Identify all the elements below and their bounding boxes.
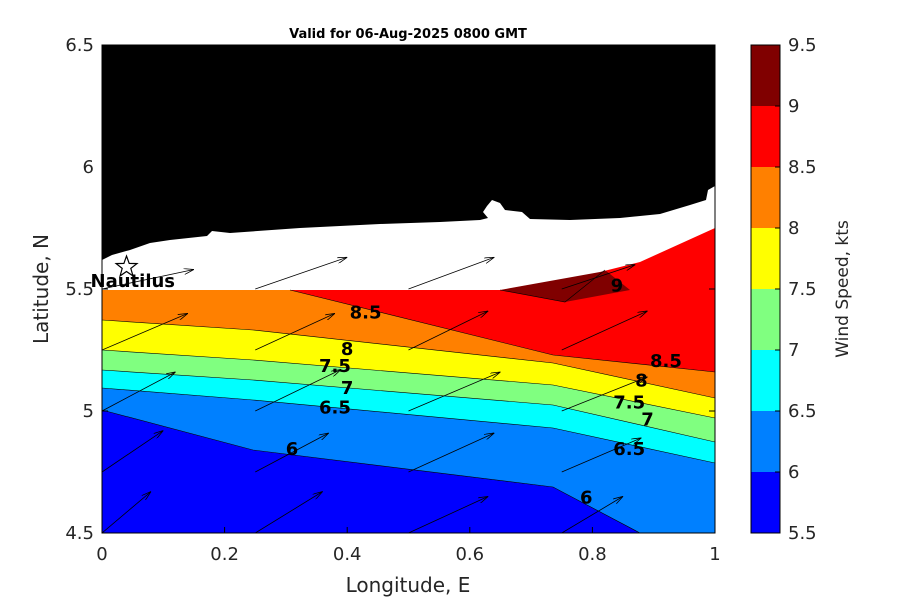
contour-line-8 [102,319,715,399]
contour-line-6-5 [102,387,715,464]
colorbar-segment [751,472,780,533]
band-7-5-to-8 [102,320,715,418]
station-marker: Nautilus [91,254,175,292]
wind-vector [561,311,648,351]
contour-label: 8.5 [350,302,382,323]
wind-vector [102,372,176,412]
contour-label: 7.5 [613,393,645,414]
y-tick-label: 6.5 [65,35,94,56]
y-tick-label: 5.5 [65,279,94,300]
wind-vector [255,492,322,533]
wind-vector [255,370,341,412]
y-tick-label: 4.5 [65,523,94,544]
colorbar-segment [751,106,780,167]
contour-label: 6.5 [613,439,645,460]
contour-label: 8 [341,339,354,360]
contour-label: 8 [635,371,648,392]
contour-line-7-5 [102,349,715,419]
band-7-to-7-5 [102,350,715,442]
y-axis: 4.5 5 5.5 6 6.5 [65,35,715,544]
map-title: Valid for 06-Aug-2025 0800 GMT [289,27,527,42]
wind-vector [255,257,347,290]
contour-label: 6.5 [319,397,351,418]
colorbar-segment [751,289,780,350]
station-label: Nautilus [91,271,175,292]
band-8-to-8-5 [102,290,715,398]
wind-vector [561,496,623,533]
contour-bands [102,228,715,533]
colorbar-segment [751,45,780,106]
wind-vector [408,311,489,351]
wind-vector [408,372,501,412]
colorbar: 5.5 6 6.5 7 7.5 8 8.5 9 9.5 [750,35,817,544]
colorbar-tick-label: 8.5 [788,157,817,178]
contour-label: 6 [286,439,299,460]
band-5-5-to-6 [102,410,640,533]
y-tick-label: 6 [83,157,94,178]
colorbar-tick-label: 7 [788,340,799,361]
x-axis: 0 0.2 0.4 0.6 0.8 1 [96,45,721,565]
x-tick-label: 0 [96,544,107,565]
contour-label: 7.5 [319,356,351,377]
contour-line-9 [499,269,606,303]
wind-vector [102,431,163,473]
wind-vector [561,377,648,412]
land-mass [102,45,715,260]
band-6-5-to-7 [102,370,715,463]
colorbar-tick-label: 8 [788,218,799,239]
wind-vector [255,433,329,473]
wind-vectors [102,257,648,533]
wind-vector [102,269,194,290]
wind-vector [561,265,636,290]
colorbar-segment [751,411,780,472]
contour-label: 8.5 [650,351,682,372]
wind-vector [102,313,188,351]
band-6-to-6-5 [102,388,715,533]
y-tick-label: 5 [83,401,94,422]
colorbar-segment [751,228,780,289]
y-axis-label: Latitude, N [29,234,53,344]
band-9-to-9-5 [500,270,630,302]
contour-line-7 [102,369,715,443]
colorbar-segment [751,167,780,228]
contour-label: 7 [641,410,654,431]
x-axis-label: Longitude, E [346,573,471,597]
contour-label: 6 [580,488,593,509]
contour-line-6 [102,409,641,533]
wind-vector [102,492,151,533]
colorbar-segment [751,350,780,411]
x-tick-label: 0.4 [333,544,362,565]
contour-lines [102,269,715,533]
x-tick-label: 0.8 [578,544,607,565]
colorbar-tick-label: 6.5 [788,401,817,422]
colorbar-tick-label: 7.5 [788,279,817,300]
x-tick-label: 0.6 [455,544,484,565]
coastal-band [102,186,715,290]
x-tick-label: 1 [709,544,720,565]
x-tick-label: 0.2 [210,544,239,565]
wind-vector [255,313,335,351]
colorbar-tick-label: 5.5 [788,523,817,544]
wind-vector [408,496,489,533]
wind-vector [408,433,495,473]
colorbar-label: Wind Speed, kts [833,220,853,358]
contour-line-8-5 [289,289,715,373]
colorbar-tick-label: 6 [788,462,799,483]
contour-label: 9 [611,275,624,296]
wind-vector [408,257,495,290]
contour-label: 7 [341,378,354,399]
colorbar-tick-label: 9 [788,96,799,117]
wind-vector [561,438,642,473]
colorbar-tick-label: 9.5 [788,35,817,56]
station-star-icon [114,254,139,278]
